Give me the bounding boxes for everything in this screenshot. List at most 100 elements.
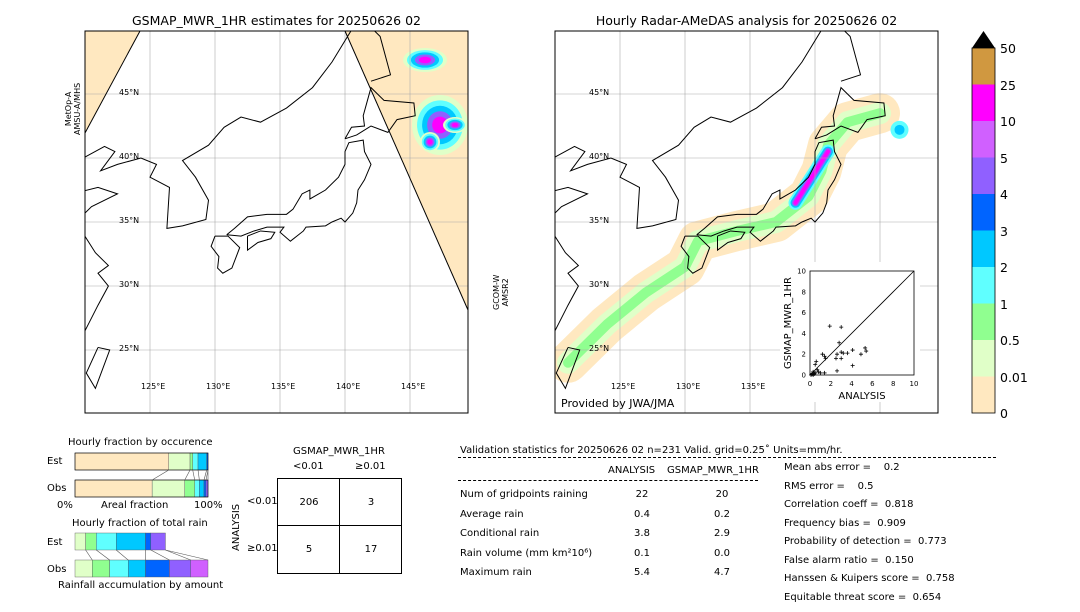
scatter-point xyxy=(818,370,823,375)
stat-analysis: 22 xyxy=(635,489,649,500)
scatter-point xyxy=(839,350,844,355)
rain-blob xyxy=(894,124,905,135)
lon-label: 125°E xyxy=(141,382,166,391)
colorbar-extend-arrow xyxy=(972,31,995,48)
score-line: Correlation coeff = 0.818 xyxy=(784,499,914,510)
est-segment xyxy=(96,532,117,551)
obs-segment xyxy=(145,559,170,578)
connector-line xyxy=(116,549,129,561)
scatter-point xyxy=(827,324,832,329)
colorbar-tick: 5 xyxy=(1000,150,1008,166)
stat-label: Rain volume (mm km²10⁶) xyxy=(460,547,593,559)
score-line: RMS error = 0.5 xyxy=(784,480,874,492)
connector-line xyxy=(203,469,207,481)
contingency-table: 206 3 5 17 xyxy=(277,478,402,574)
stat-analysis: 0.1 xyxy=(634,547,650,559)
lat-label: 30°N xyxy=(589,280,610,289)
lon-label: 125°E xyxy=(611,382,636,391)
colorbar-bin xyxy=(972,376,995,413)
map-frame xyxy=(84,30,469,414)
lat-label: 35°N xyxy=(589,216,610,225)
coastline-hokkaido xyxy=(344,86,416,140)
scatter-point xyxy=(858,352,863,357)
lat-label: 45°N xyxy=(589,88,610,97)
stat-label: Average rain xyxy=(460,508,524,520)
lon-label: 135°E xyxy=(271,382,296,391)
colorbar-bin xyxy=(972,194,995,231)
cell-hit: 17 xyxy=(364,544,378,555)
obs-segment xyxy=(190,559,209,578)
rain-blob xyxy=(432,116,448,134)
connector-line xyxy=(85,549,93,561)
connector-line xyxy=(96,549,110,561)
scatter-point xyxy=(813,362,818,367)
coastline-shikoku xyxy=(247,230,276,252)
lat-label: 40°N xyxy=(119,152,140,161)
scatter-point xyxy=(816,369,821,374)
rain-est-label: Est xyxy=(47,537,63,548)
map-frame xyxy=(554,30,939,414)
est-segment xyxy=(192,452,199,471)
colorbar-bin xyxy=(972,267,995,304)
est-segment xyxy=(189,452,193,471)
scatter-point xyxy=(841,351,846,356)
lon-label: 140°E xyxy=(336,382,361,391)
contingency-title: GSMAP_MWR_1HR xyxy=(293,446,385,457)
scatter-point xyxy=(811,373,816,377)
scatter-xlabel: ANALYSIS xyxy=(838,391,885,402)
connector-line xyxy=(150,549,170,561)
obs-segment xyxy=(109,559,129,578)
y-tick: 10 xyxy=(797,268,806,276)
obs-segment xyxy=(74,559,93,578)
rain-xlabel: Rainfall accumulation by amount xyxy=(58,580,224,591)
coastline-kyushu xyxy=(680,235,711,274)
occ-xlabel: Areal fraction xyxy=(101,500,169,511)
scatter-point xyxy=(863,345,868,350)
sensor-2: AMSU-A/MHS xyxy=(73,82,82,135)
divider xyxy=(458,480,758,481)
divider xyxy=(458,457,996,458)
scatter-point xyxy=(850,348,855,353)
rain-blob xyxy=(451,122,459,128)
scatter-point xyxy=(822,370,827,375)
obs-segment xyxy=(74,479,153,498)
obs-segment xyxy=(127,559,146,578)
score-line: Probability of detection = 0.773 xyxy=(784,536,947,547)
colorbar-bin xyxy=(972,48,995,85)
connector-line xyxy=(165,549,209,561)
coastline-shikoku xyxy=(717,230,746,252)
stat-gsmap: 4.7 xyxy=(714,567,730,578)
est-segment xyxy=(197,452,207,471)
colorbar-tick: 3 xyxy=(1000,223,1008,239)
col-gsmap: GSMAP_MWR_1HR xyxy=(667,465,759,476)
scatter-ylabel: GSMAP_MWR_1HR xyxy=(783,277,794,369)
scatter-point xyxy=(815,367,820,372)
obs-segment xyxy=(169,559,191,578)
y-tick: 8 xyxy=(802,288,806,296)
scatter-point xyxy=(837,340,842,345)
est-segment xyxy=(74,452,169,471)
rain-obs-label: Obs xyxy=(47,564,67,575)
scatter-point xyxy=(822,354,827,359)
row-title: ANALYSIS xyxy=(231,503,242,551)
scatter-point xyxy=(845,351,850,356)
scatter-point xyxy=(850,363,855,368)
coastline-kyushu xyxy=(210,235,241,274)
cell-hit-none: 206 xyxy=(299,497,319,508)
est-segment xyxy=(150,532,166,551)
obs-segment xyxy=(151,479,185,498)
stat-gsmap: 0.2 xyxy=(714,508,730,520)
occ-est-label: Est xyxy=(47,456,63,467)
est-segment xyxy=(116,532,146,551)
scatter-point xyxy=(820,352,825,357)
est-segment xyxy=(85,532,97,551)
colorbar-bin xyxy=(972,157,995,194)
scatter-point xyxy=(835,368,840,373)
y-tick: 0 xyxy=(802,372,806,380)
obs-segment xyxy=(203,479,207,498)
connector-line xyxy=(184,469,191,481)
est-segment xyxy=(74,532,86,551)
right-sensor-label: GCOM-W AMSR2 xyxy=(492,275,510,310)
